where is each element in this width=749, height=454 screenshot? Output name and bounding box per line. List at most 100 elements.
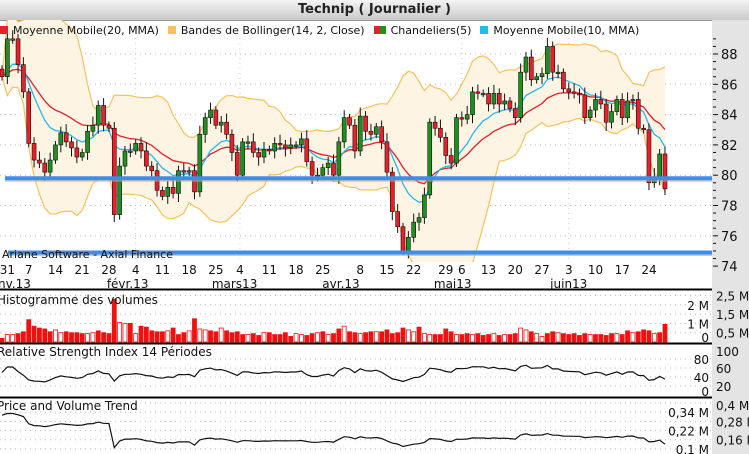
volume-bar xyxy=(395,332,401,343)
candle-body xyxy=(138,143,144,152)
volume-bar xyxy=(250,333,256,343)
legend-item-candles[interactable]: Chandeliers(5) xyxy=(373,24,471,37)
candle xyxy=(325,156,331,176)
candle xyxy=(234,145,240,182)
candle xyxy=(422,187,427,224)
candle-body xyxy=(69,141,74,149)
volume-bar xyxy=(475,333,481,343)
candle xyxy=(74,140,80,164)
volume-bar xyxy=(352,332,358,343)
volume-bar xyxy=(459,334,465,343)
candle xyxy=(571,83,577,99)
volume-bar xyxy=(202,329,208,343)
candle xyxy=(288,137,294,155)
volume-bar xyxy=(550,331,556,343)
candle-body xyxy=(486,93,491,105)
candle xyxy=(106,121,112,133)
date-axis-day-label: 25 xyxy=(208,263,223,277)
volume-bar xyxy=(587,334,593,343)
volume-bar xyxy=(416,326,422,343)
legend-item-bollinger[interactable]: Bandes de Bollinger(14, 2, Close) xyxy=(167,24,365,37)
volume-bar xyxy=(74,332,80,343)
volume-bar xyxy=(438,334,443,343)
candle xyxy=(272,137,277,159)
rsi-axis-label: 40 xyxy=(694,371,709,385)
candle xyxy=(561,68,566,93)
volume-bar xyxy=(635,331,641,343)
candle-body xyxy=(438,127,443,138)
candle xyxy=(256,147,261,166)
candle-body xyxy=(53,144,58,161)
volume-bar xyxy=(127,322,133,343)
volume-bar xyxy=(293,333,299,343)
price-axis-label: 86 xyxy=(721,78,738,93)
candle xyxy=(53,141,58,164)
volume-bar xyxy=(603,335,609,343)
candle-body xyxy=(272,143,277,152)
bollinger-swatch-icon xyxy=(167,26,176,34)
candle xyxy=(486,87,491,112)
volume-bar xyxy=(160,331,165,343)
candle-body xyxy=(502,100,507,105)
candle xyxy=(443,132,449,165)
volume-bar xyxy=(20,331,26,343)
volume-axis-label: 0 xyxy=(701,331,709,345)
volume-bar xyxy=(218,327,224,343)
volume-bar xyxy=(411,331,417,343)
volume-axis-label: 2,5 M xyxy=(716,290,749,304)
volume-bar xyxy=(454,334,459,343)
date-axis-day-label: 20 xyxy=(508,263,523,277)
candle-body xyxy=(390,171,395,212)
candle xyxy=(593,93,598,118)
pvt-line xyxy=(1,412,666,449)
candle xyxy=(79,148,85,161)
chart-title: Technip ( Journalier ) xyxy=(298,2,451,17)
candle-body xyxy=(170,187,176,194)
legend-item-ma20[interactable]: Moyenne Mobile(20, MMA) xyxy=(0,24,159,37)
volume-bar xyxy=(0,337,5,343)
candle xyxy=(395,204,400,233)
legend-item-ma10[interactable]: Moyenne Mobile(10, MMA) xyxy=(480,24,639,37)
candle-body xyxy=(165,187,171,197)
bollinger-upper-line xyxy=(1,20,666,138)
volume-bar xyxy=(641,329,647,343)
candle-body xyxy=(283,144,288,149)
candle-body xyxy=(106,124,112,129)
legend: Moyenne Mobile(20, MMA) Bandes de Bollin… xyxy=(0,22,648,38)
candle-body xyxy=(406,237,411,252)
candle-body xyxy=(341,117,347,143)
candle xyxy=(619,93,625,126)
volume-bar xyxy=(609,333,614,343)
candle xyxy=(0,65,5,81)
candle xyxy=(555,64,561,79)
pvt-axis-label: 0,22 M xyxy=(668,425,709,439)
volume-bar xyxy=(256,335,262,343)
volume-bar xyxy=(261,332,267,343)
candle-body xyxy=(234,152,240,176)
candle-body xyxy=(641,127,646,131)
date-axis-day-label: 31 xyxy=(0,263,15,277)
candle-body xyxy=(31,143,37,161)
candle xyxy=(101,98,106,132)
volume-bar xyxy=(507,334,513,343)
rsi-axis-label: 80 xyxy=(694,353,709,367)
rsi-axis-label: 60 xyxy=(716,362,731,376)
volume-bar xyxy=(502,334,507,343)
ma20-swatch-icon xyxy=(0,26,8,34)
candle xyxy=(539,67,545,85)
candle-body xyxy=(646,129,652,184)
candle xyxy=(352,118,358,159)
candle xyxy=(496,88,502,113)
date-axis-day-label: 25 xyxy=(315,263,330,277)
candle-body xyxy=(309,161,315,176)
volume-bar xyxy=(325,334,331,343)
candle-body xyxy=(550,46,556,73)
candle xyxy=(502,93,507,111)
candle-body xyxy=(395,211,400,228)
candle xyxy=(368,123,374,141)
candle-body xyxy=(614,99,620,112)
candle xyxy=(261,142,267,164)
date-axis-day-label: 21 xyxy=(75,263,90,277)
candle-body xyxy=(379,126,384,143)
candle-body xyxy=(74,147,80,158)
